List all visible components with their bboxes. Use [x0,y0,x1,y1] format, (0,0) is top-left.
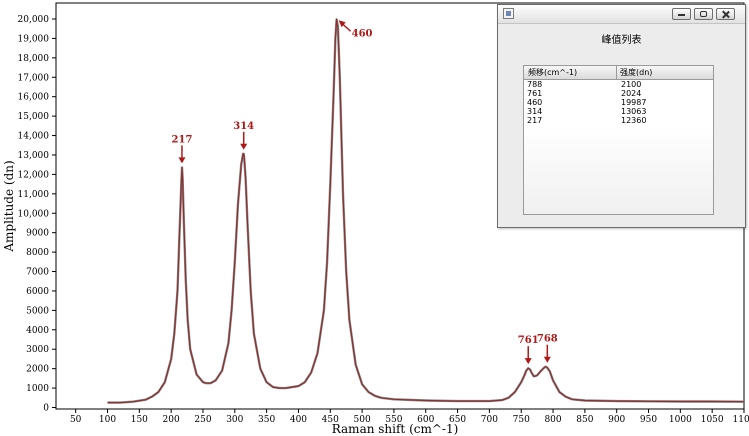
y-tick-label: 17,000 [18,73,50,83]
y-tick-label: 10,000 [18,209,50,219]
column-divider[interactable] [616,66,617,79]
peak-annotation: 768 [537,334,558,363]
shift-cell: 314 [527,107,543,116]
x-tick-label: 450 [322,415,339,425]
shift-cell: 460 [527,98,543,107]
x-tick-label: 1050 [701,415,724,425]
x-tick-label: 200 [163,415,180,425]
x-tick-label: 250 [194,415,211,425]
close-icon[interactable] [716,8,735,20]
table-row[interactable]: 314 13063 [524,107,713,116]
table-row[interactable]: 217 12360 [524,116,713,125]
x-tick-label: 650 [449,415,466,425]
peak-list-title: 峰值列表 [601,35,642,46]
x-tick-label: 50 [70,415,82,425]
y-tick-label: 16,000 [18,93,50,103]
x-tick-label: 400 [290,415,307,425]
intensity-cell: 13063 [621,107,647,116]
peak-list-window: 峰值列表 频移(cm^-1) 强度(dn) 788 2100 761 2024 … [497,4,746,228]
x-tick-label: 500 [354,415,371,425]
y-tick-label: 18,000 [18,54,50,64]
peak-label: 217 [172,134,193,145]
x-tick-label: 1100 [733,415,749,425]
x-axis-title: Raman shift (cm^-1) [332,422,459,436]
x-tick-label: 850 [576,415,593,425]
y-tick-label: 11,000 [18,190,50,200]
peak-arrow-head [524,358,532,365]
peak-annotation: 217 [172,134,193,164]
peak-arrow-head [178,157,186,164]
y-tick-label: 9000 [26,229,49,239]
y-tick-label: 14,000 [18,132,50,142]
y-tick-label: 7000 [26,268,49,278]
shift-cell: 217 [527,116,543,125]
window-title-bar[interactable] [498,5,745,24]
x-tick-label: 100 [99,415,116,425]
y-tick-label: 2000 [26,365,49,375]
y-tick-label: 15,000 [18,112,50,122]
peak-label: 314 [233,121,254,132]
x-axis-ticks: 50 100 150 200 250 300 350 400 450 500 550 600 650 70… [70,409,749,425]
maximize-icon[interactable] [694,8,713,20]
y-tick-label: 6000 [26,287,49,297]
peak-label: 460 [352,28,373,39]
peak-table-header: 频移(cm^-1) 强度(dn) [524,66,713,80]
x-tick-label: 150 [131,415,148,425]
y-tick-label: 3000 [26,345,49,355]
y-tick-label: 8000 [26,248,49,258]
intensity-cell: 12360 [621,116,647,125]
y-tick-label: 13,000 [18,151,50,161]
peak-annotation: 314 [233,121,254,150]
peak-arrow-head [543,356,551,363]
peak-arrow-head [338,20,346,28]
y-tick-label: 1000 [26,384,49,394]
x-tick-label: 800 [544,415,561,425]
peak-label: 768 [537,334,558,345]
x-tick-label: 700 [481,415,498,425]
column-header-shift[interactable]: 频移(cm^-1) [528,68,578,77]
peak-arrow-head [240,143,248,150]
peak-annotation: 761 [518,335,539,365]
y-axis-title: Amplitude (dn) [2,160,16,252]
y-tick-label: 20,000 [18,15,50,25]
y-tick-label: 19,000 [18,34,50,44]
y-tick-label: 0 [43,404,49,414]
table-row[interactable]: 761 2024 [524,89,713,98]
y-axis-ticks: 0 1000 2000 3000 4000 5000 6000 7000 8000 9000 10,… [18,15,56,414]
x-tick-label: 350 [258,415,275,425]
spectrum-line [107,18,745,404]
table-row[interactable]: 788 2100 [524,80,713,89]
series-layer [107,18,745,404]
intensity-cell: 2100 [621,80,642,89]
peak-label: 761 [518,335,539,346]
x-tick-label: 1000 [669,415,692,425]
x-tick-label: 600 [417,415,434,425]
shift-cell: 761 [527,89,543,98]
peak-annotation: 460 [338,20,373,39]
x-tick-label: 300 [226,415,243,425]
x-tick-label: 950 [640,415,657,425]
peak-table: 频移(cm^-1) 强度(dn) 788 2100 761 2024 460 1… [523,65,714,215]
intensity-cell: 19987 [621,98,647,107]
app-icon [503,8,514,19]
y-tick-label: 4000 [26,326,49,336]
x-tick-label: 750 [513,415,530,425]
shift-cell: 788 [527,80,543,89]
x-tick-label: 900 [608,415,625,425]
minimize-icon[interactable] [672,8,691,20]
column-header-intensity[interactable]: 强度(dn) [620,68,653,77]
y-tick-label: 5000 [26,306,49,316]
table-row[interactable]: 460 19987 [524,98,713,107]
intensity-cell: 2024 [621,89,642,98]
y-tick-label: 12,000 [18,170,50,180]
x-tick-label: 550 [385,415,402,425]
